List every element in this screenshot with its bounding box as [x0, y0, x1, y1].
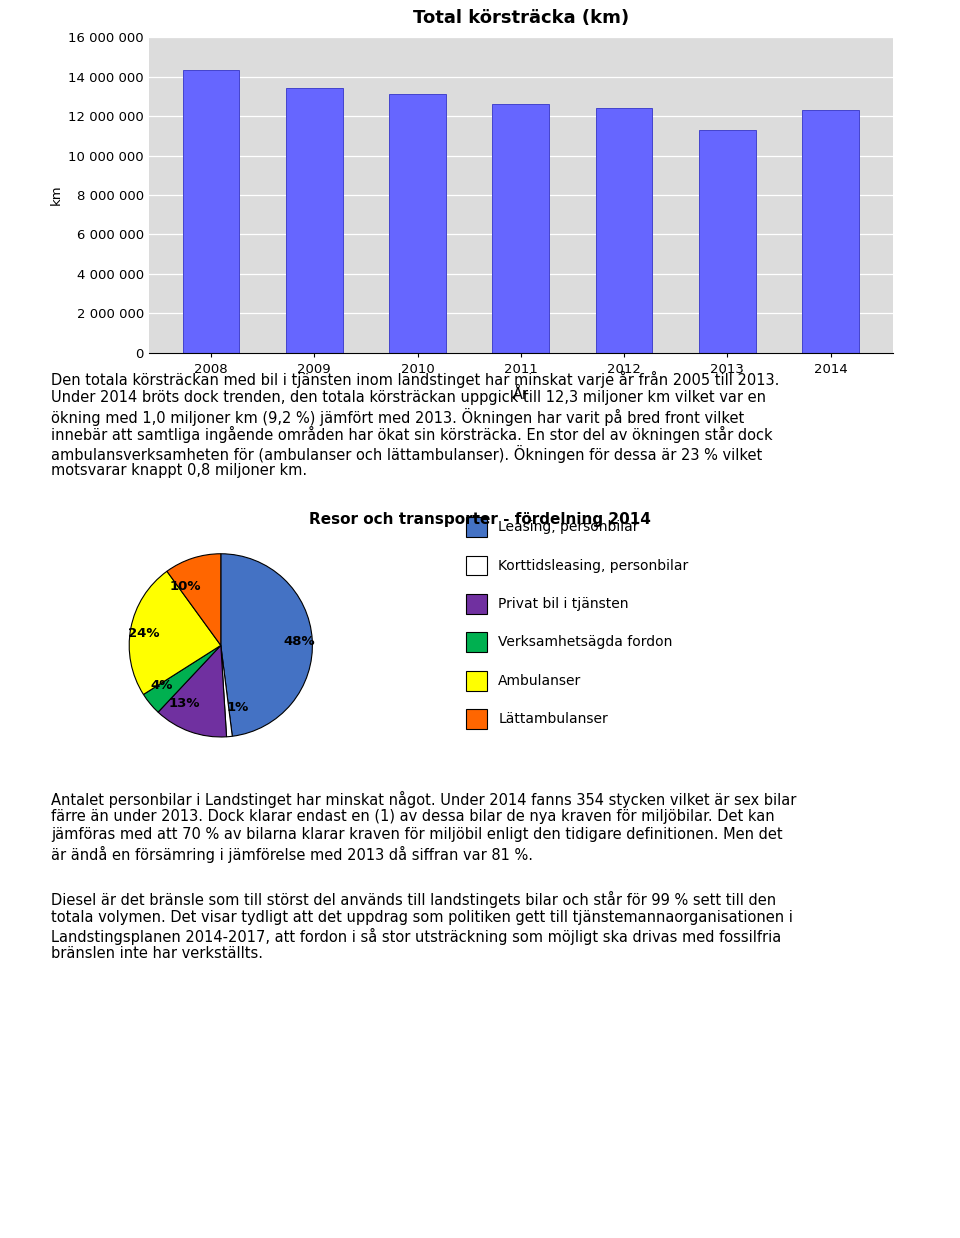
Text: Under 2014 bröts dock trenden, den totala körsträckan uppgick till 12,3 miljoner: Under 2014 bröts dock trenden, den total… — [51, 390, 766, 405]
Text: Korttidsleasing, personbilar: Korttidsleasing, personbilar — [498, 558, 688, 572]
Bar — [803, 110, 859, 353]
Text: 13: 13 — [470, 1210, 490, 1226]
Wedge shape — [143, 645, 221, 712]
Wedge shape — [130, 571, 221, 695]
Bar — [595, 108, 653, 353]
Text: färre än under 2013. Dock klarar endast en (1) av dessa bilar de nya kraven för : färre än under 2013. Dock klarar endast … — [51, 810, 775, 825]
X-axis label: År: År — [513, 386, 529, 401]
Bar — [492, 104, 549, 353]
Text: jämföras med att 70 % av bilarna klarar kraven för miljöbil enligt den tidigare : jämföras med att 70 % av bilarna klarar … — [51, 827, 782, 843]
Wedge shape — [158, 645, 227, 737]
Y-axis label: km: km — [50, 184, 62, 206]
Text: Lättambulanser: Lättambulanser — [498, 712, 608, 725]
Bar — [699, 130, 756, 353]
Text: totala volymen. Det visar tydligt att det uppdrag som politiken gett till tjänst: totala volymen. Det visar tydligt att de… — [51, 910, 793, 925]
Text: Verksamhetsägda fordon: Verksamhetsägda fordon — [498, 635, 673, 649]
Bar — [389, 94, 446, 353]
Bar — [286, 88, 343, 353]
Text: Landstingsplanen 2014-2017, att fordon i så stor utsträckning som möjligt ska dr: Landstingsplanen 2014-2017, att fordon i… — [51, 928, 781, 945]
Text: bränslen inte har verkställts.: bränslen inte har verkställts. — [51, 946, 263, 962]
Wedge shape — [221, 645, 232, 737]
Text: Privat bil i tjänsten: Privat bil i tjänsten — [498, 597, 629, 610]
Title: Total körsträcka (km): Total körsträcka (km) — [413, 9, 629, 27]
Wedge shape — [221, 553, 312, 737]
Text: ökning med 1,0 miljoner km (9,2 %) jämfört med 2013. Ökningen har varit på bred : ökning med 1,0 miljoner km (9,2 %) jämfö… — [51, 409, 744, 426]
Text: Leasing, personbilar: Leasing, personbilar — [498, 520, 638, 534]
Text: är ändå en försämring i jämförelse med 2013 då siffran var 81 %.: är ändå en försämring i jämförelse med 2… — [51, 846, 533, 863]
Text: 4%: 4% — [151, 678, 173, 692]
Text: 48%: 48% — [283, 635, 315, 647]
Text: 10%: 10% — [170, 579, 202, 593]
Bar — [182, 69, 239, 353]
Text: innebär att samtliga ingående områden har ökat sin körsträcka. En stor del av ök: innebär att samtliga ingående områden ha… — [51, 426, 773, 443]
Text: ambulansverksamheten för (ambulanser och lättambulanser). Ökningen för dessa är : ambulansverksamheten för (ambulanser och… — [51, 444, 762, 463]
Text: Diesel är det bränsle som till störst del används till landstingets bilar och st: Diesel är det bränsle som till störst de… — [51, 891, 776, 909]
Text: 13%: 13% — [168, 697, 200, 711]
Text: 24%: 24% — [128, 628, 159, 640]
Text: motsvarar knappt 0,8 miljoner km.: motsvarar knappt 0,8 miljoner km. — [51, 463, 307, 478]
Text: 1%: 1% — [227, 701, 249, 714]
Text: Ambulanser: Ambulanser — [498, 673, 582, 687]
Wedge shape — [167, 553, 221, 645]
Text: Den totala körsträckan med bil i tjänsten inom landstinget har minskat varje år : Den totala körsträckan med bil i tjänste… — [51, 371, 780, 389]
Text: Antalet personbilar i Landstinget har minskat något. Under 2014 fanns 354 stycke: Antalet personbilar i Landstinget har mi… — [51, 791, 796, 808]
Text: Resor och transporter - fördelning 2014: Resor och transporter - fördelning 2014 — [309, 513, 651, 527]
